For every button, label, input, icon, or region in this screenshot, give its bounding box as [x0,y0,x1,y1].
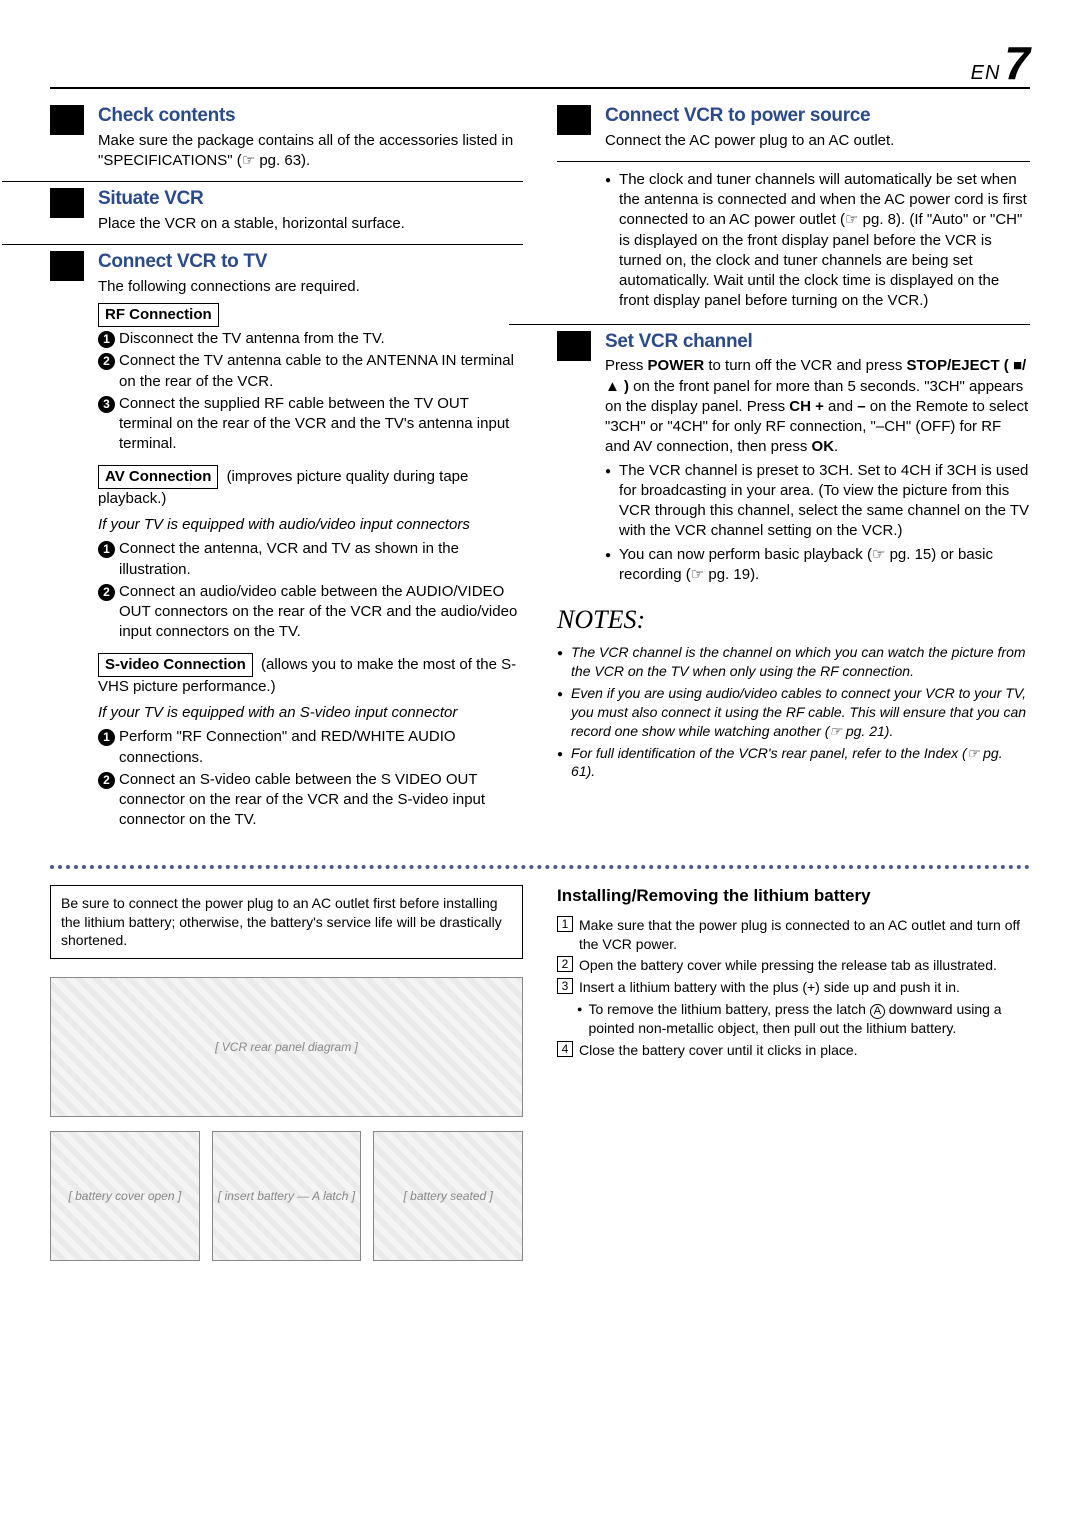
check-title: Check contents [98,103,523,129]
power-title: Connect VCR to power source [605,103,1030,129]
list-item: 1Connect the antenna, VCR and TV as show… [98,539,523,580]
page-header: EN 7 [50,40,1030,89]
connect-tv-intro: The following connections are required. [98,277,523,297]
list-item: The VCR channel is preset to 3CH. Set to… [605,461,1030,542]
list-item: 1Disconnect the TV antenna from the TV. [98,329,523,349]
check-body: Make sure the package contains all of th… [98,131,523,172]
dotted-separator [50,865,1030,869]
step-marker-icon [50,188,84,218]
list-item: Even if you are using audio/video cables… [557,684,1030,741]
list-item: 2Connect an S-video cable between the S … [98,770,523,831]
list-item: The VCR channel is the channel on which … [557,643,1030,681]
header-page-number: 7 [1004,40,1030,86]
av-connection-label: AV Connection [98,465,218,489]
box-number-icon: 2 [557,956,573,972]
latch-a-icon: A [870,1004,885,1019]
battery-warning-box: Be sure to connect the power plug to an … [50,885,523,960]
box-number-icon: 3 [557,978,573,994]
situate-body: Place the VCR on a stable, horizontal su… [98,214,523,234]
list-item: 1Make sure that the power plug is connec… [557,916,1030,954]
left-column: Check contents Make sure the package con… [50,103,523,843]
list-item: 2Connect an audio/video cable between th… [98,582,523,643]
box-number-icon: 1 [557,916,573,932]
step-connect-power: Connect VCR to power source Connect the … [557,103,1030,151]
right-column: Connect VCR to power source Connect the … [557,103,1030,843]
battery-diagram-3: [ battery seated ] [373,1131,523,1261]
av-condition: If your TV is equipped with audio/video … [98,515,523,535]
list-item: The clock and tuner channels will automa… [605,170,1030,312]
step-connect-tv: Connect VCR to TV The following connecti… [50,249,523,833]
svideo-connection-label: S-video Connection [98,653,253,677]
list-item: 4Close the battery cover until it clicks… [557,1041,1030,1060]
step-number-icon: 2 [98,584,115,601]
box-number-icon: 4 [557,1041,573,1057]
situate-title: Situate VCR [98,186,523,212]
list-item: 1Perform "RF Connection" and RED/WHITE A… [98,727,523,768]
step-situate: Situate VCR Place the VCR on a stable, h… [50,186,523,234]
battery-diagram-2: [ insert battery — A latch ] [212,1131,362,1261]
step-check-contents: Check contents Make sure the package con… [50,103,523,171]
power-body: Connect the AC power plug to an AC outle… [605,131,1030,151]
sv-condition: If your TV is equipped with an S-video i… [98,703,523,723]
bottom-left: Be sure to connect the power plug to an … [50,885,523,1262]
list-item: You can now perform basic playback (☞ pg… [605,545,1030,586]
connect-tv-title: Connect VCR to TV [98,249,523,275]
step-number-icon: 3 [98,396,115,413]
list-item: To remove the lithium battery, press the… [577,1000,1030,1038]
list-item: 3Insert a lithium battery with the plus … [557,978,1030,997]
step-marker-icon [50,251,84,281]
step-marker-icon [557,105,591,135]
step-number-icon: 1 [98,541,115,558]
step-number-icon: 1 [98,331,115,348]
step-number-icon: 2 [98,353,115,370]
notes-title: NOTES: [557,602,1030,637]
battery-diagram-1: [ battery cover open ] [50,1131,200,1261]
step-number-icon: 2 [98,772,115,789]
step-marker-icon [557,331,591,361]
list-item: For full identification of the VCR's rea… [557,744,1030,782]
list-item: 2Connect the TV antenna cable to the ANT… [98,351,523,392]
notes-list: The VCR channel is the channel on which … [557,643,1030,781]
step-marker-icon [50,105,84,135]
setch-title: Set VCR channel [605,329,1030,355]
lithium-title: Installing/Removing the lithium battery [557,885,1030,908]
step-set-channel: Set VCR channel Press POWER to turn off … [557,329,1030,588]
list-item: 2Open the battery cover while pressing t… [557,956,1030,975]
rf-connection-label: RF Connection [98,303,219,327]
step-number-icon: 1 [98,729,115,746]
setch-paragraph: Press POWER to turn off the VCR and pres… [605,356,1030,457]
list-item: 3Connect the supplied RF cable between t… [98,394,523,455]
bottom-right: Installing/Removing the lithium battery … [557,885,1030,1262]
header-lang: EN [971,60,1001,87]
vcr-rear-diagram: [ VCR rear panel diagram ] [50,977,523,1117]
